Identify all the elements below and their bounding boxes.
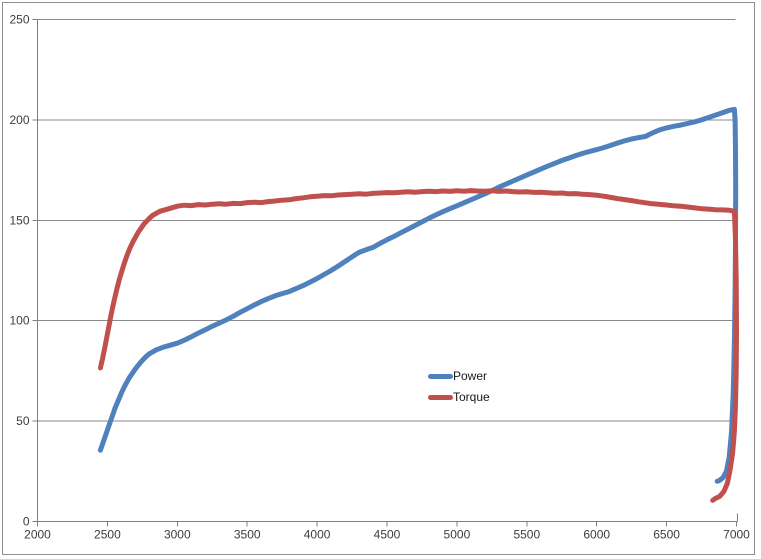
x-tick-label-5000: 5000 [444, 528, 471, 542]
x-tick-label-4000: 4000 [304, 528, 331, 542]
x-tick-label-2500: 2500 [94, 528, 121, 542]
x-tick-label-4500: 4500 [374, 528, 401, 542]
x-tick-label-2000: 2000 [24, 528, 51, 542]
x-tick-label-6500: 6500 [653, 528, 680, 542]
x-tick-label-3000: 3000 [164, 528, 191, 542]
legend-item-torque[interactable]: Torque [428, 387, 490, 408]
y-tick-label-200: 200 [9, 113, 29, 127]
x-tick-label-6000: 6000 [583, 528, 610, 542]
chart-legend: Power Torque [428, 366, 490, 408]
legend-item-power[interactable]: Power [428, 366, 490, 387]
y-tick-label-0: 0 [23, 515, 30, 529]
y-tick-label-50: 50 [16, 414, 30, 428]
x-tick-label-3500: 3500 [234, 528, 261, 542]
power-line-swatch-icon [428, 374, 453, 379]
x-tick-label-5500: 5500 [513, 528, 540, 542]
power-curve [97, 106, 739, 484]
x-tick-label-7000: 7000 [723, 528, 750, 542]
y-tick-label-150: 150 [9, 213, 29, 227]
legend-label-torque: Torque [453, 390, 490, 404]
legend-label-power: Power [453, 369, 488, 383]
y-tick-label-250: 250 [9, 13, 29, 27]
y-tick-label-100: 100 [9, 314, 29, 328]
torque-curve [97, 188, 739, 503]
chart-frame: 0 50 100 150 200 250 2000 2500 3000 3500 4000 4500 5… [2, 2, 755, 555]
torque-line-swatch-icon [428, 395, 453, 400]
